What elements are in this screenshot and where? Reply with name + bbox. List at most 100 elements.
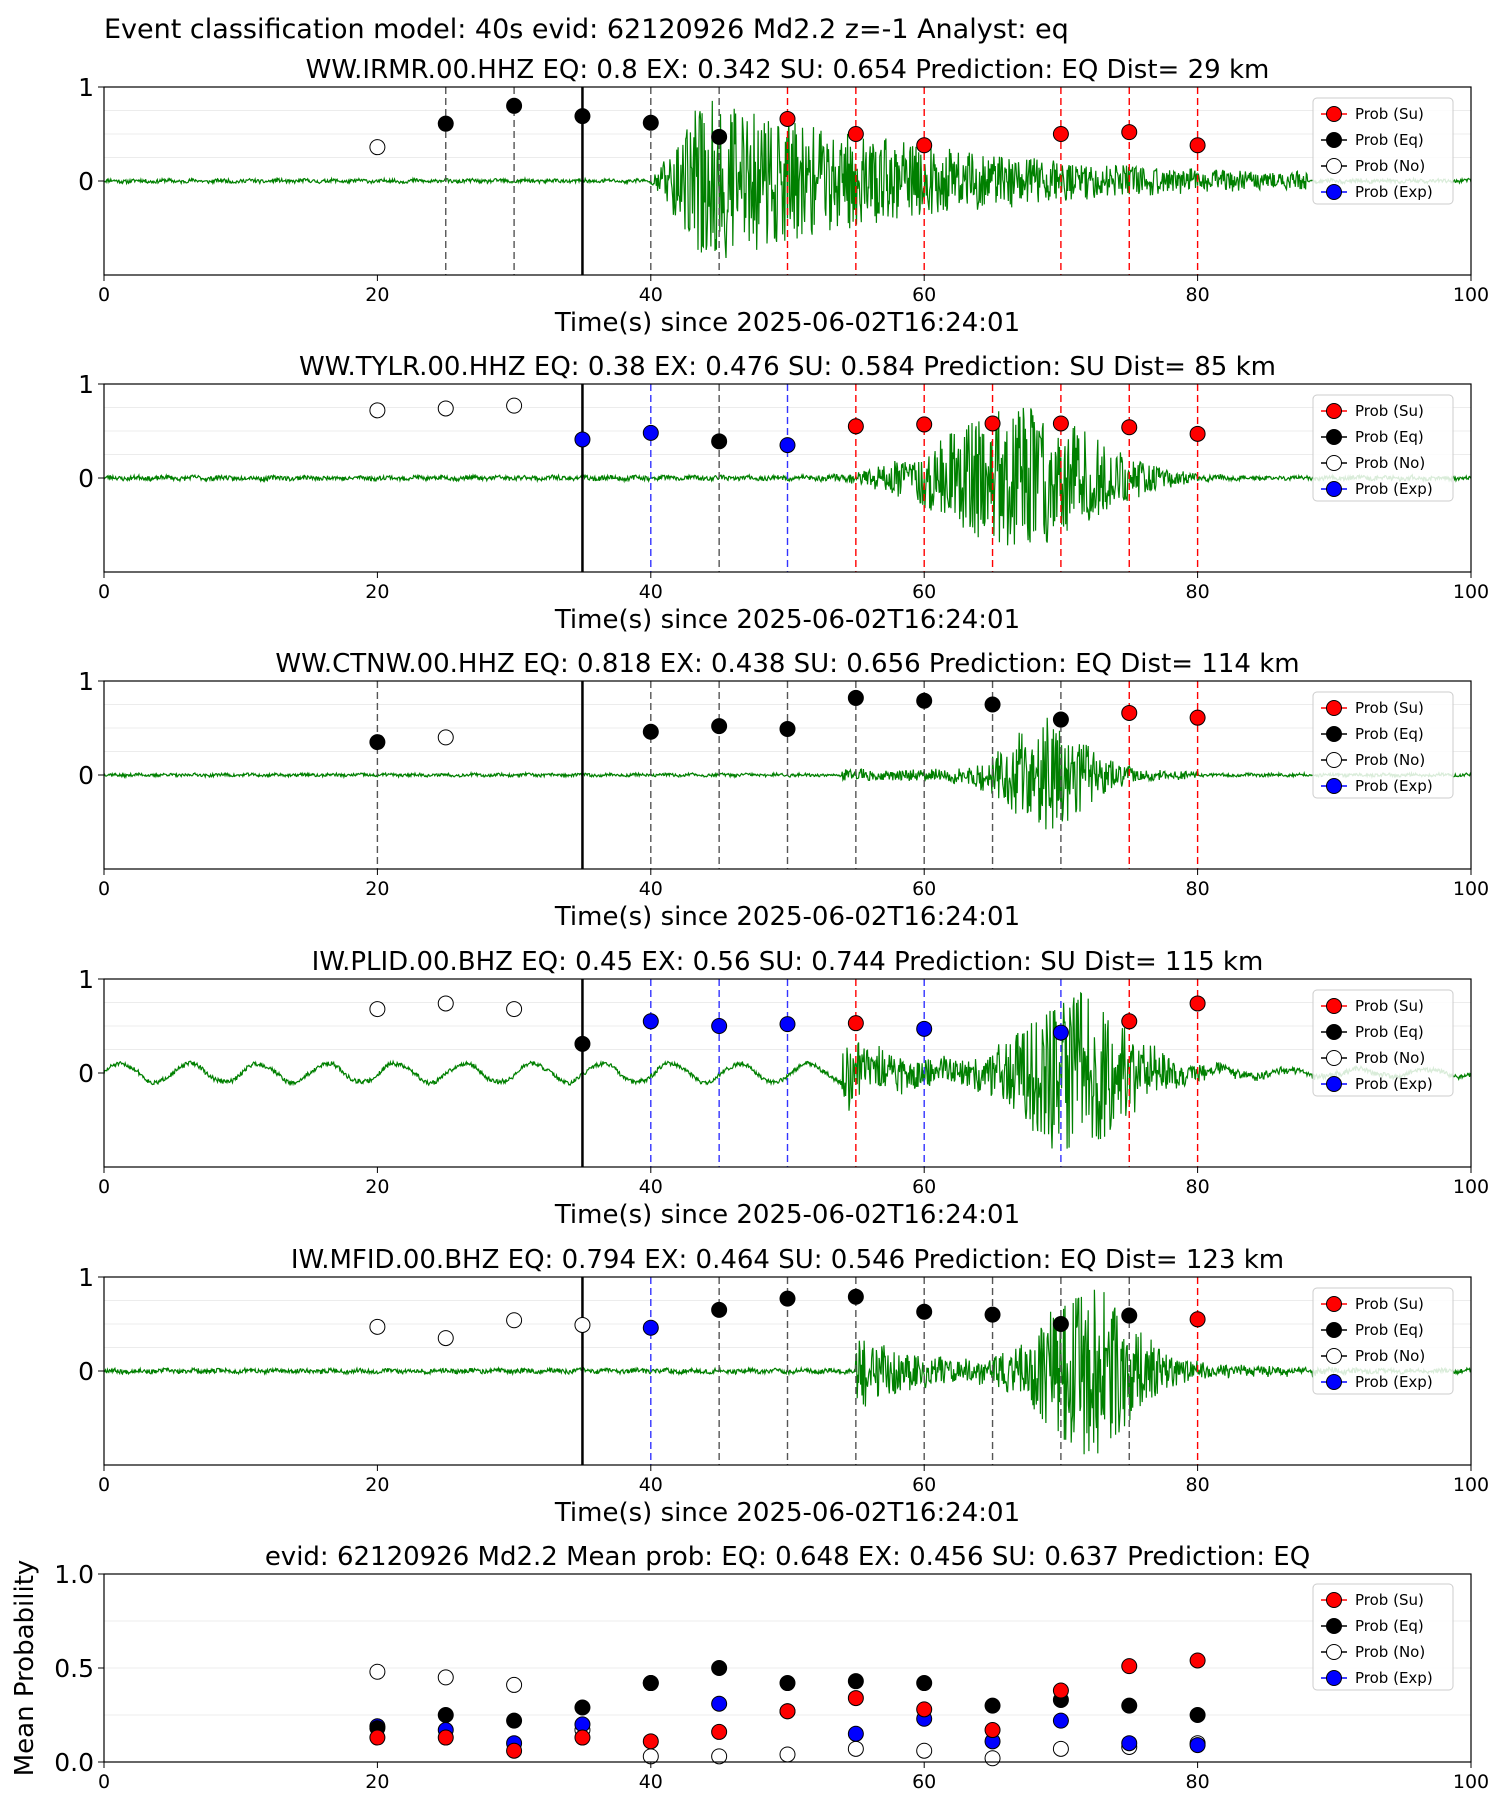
legend-marker-exp [1326,1670,1342,1686]
y-tick-label: 1 [78,73,94,102]
legend-box [1312,394,1454,502]
x-tick-label: 40 [639,284,663,306]
prob-point-no [437,729,454,746]
legend-label-eq: Prob (Eq) [1355,1617,1424,1635]
prob-point-eq [847,1288,864,1305]
panel-station-3: IW.PLID.00.BHZ EQ: 0.45 EX: 0.56 SU: 0.7… [78,947,1489,1230]
prob-point-no [506,1001,523,1018]
panel-title: WW.TYLR.00.HHZ EQ: 0.38 EX: 0.476 SU: 0.… [299,352,1276,382]
prob-point-no [574,1316,591,1333]
prob-point-su [779,110,796,127]
x-tick-label: 0 [98,1771,110,1793]
legend-marker-su [1326,700,1342,716]
prob-point-su [847,126,864,142]
mean-point-no [1052,1740,1069,1757]
x-tick-label: 40 [639,1474,663,1496]
legend-marker-exp [1326,778,1342,794]
mean-point-su [642,1733,659,1750]
x-tick-label: 80 [1186,284,1210,306]
mean-point-su [506,1742,523,1759]
legend-marker-exp [1326,1374,1342,1390]
legend-label-no: Prob (No) [1355,1347,1425,1365]
mean-point-no [711,1748,728,1765]
prob-point-su [1189,995,1206,1012]
y-tick-label: 1 [78,965,94,994]
prob-point-eq [779,720,796,737]
x-tick-label: 0 [98,1474,110,1496]
x-tick-label: 80 [1186,878,1210,900]
x-tick-label: 40 [639,1176,663,1198]
panel-title: evid: 62120926 Md2.2 Mean prob: EQ: 0.64… [265,1542,1310,1572]
legend-marker-su [1326,403,1342,419]
x-tick-label: 20 [365,1771,389,1793]
prob-point-eq [916,692,933,709]
waveform-trace [104,407,1471,546]
legend-label-no: Prob (No) [1355,454,1425,472]
panel-title: WW.IRMR.00.HHZ EQ: 0.8 EX: 0.342 SU: 0.6… [306,55,1270,85]
legend-label-no: Prob (No) [1355,1643,1425,1661]
legend-label-eq: Prob (Eq) [1355,725,1424,743]
prob-point-su [1189,425,1206,442]
legend-label-su: Prob (Su) [1355,402,1424,420]
legend-marker-su [1326,1592,1342,1608]
prob-point-no [437,995,454,1012]
prob-point-eq [574,108,591,125]
legend-box [1312,1583,1454,1691]
x-axis-label: Time(s) since 2025-06-02T16:24:01 [554,605,1020,635]
prob-point-eq [711,1301,728,1318]
mean-point-no [847,1740,864,1757]
prob-point-eq [984,1306,1001,1323]
mean-point-su [369,1729,386,1746]
legend-label-exp: Prob (Exp) [1355,1669,1433,1687]
legend-label-eq: Prob (Eq) [1355,1321,1424,1339]
prob-point-exp [642,424,659,441]
prob-point-su [1121,704,1138,721]
prob-point-no [369,139,386,156]
waveform-trace [104,100,1471,259]
x-tick-label: 60 [912,1474,936,1496]
x-tick-label: 60 [912,1176,936,1198]
x-tick-label: 0 [98,284,110,306]
prob-point-exp [1052,1024,1069,1041]
legend-label-eq: Prob (Eq) [1355,428,1424,446]
prob-point-eq [711,128,728,145]
legend-box [1312,989,1454,1097]
prob-point-no [369,1001,386,1018]
mean-point-exp [847,1725,864,1742]
x-tick-label: 0 [98,878,110,900]
x-axis-label: Time(s) since 2025-06-02T16:24:01 [554,1200,1020,1230]
legend-box [1312,1287,1454,1395]
prob-point-eq [916,1303,933,1320]
prob-point-su [1121,419,1138,436]
x-tick-label: 100 [1453,1771,1489,1793]
mean-point-eq [916,1675,933,1692]
y-tick-label: 0 [78,1357,94,1386]
prob-point-eq [369,734,386,751]
y-tick-label: 1 [78,667,94,696]
x-tick-label: 0 [98,581,110,603]
panel-title: WW.CTNW.00.HHZ EQ: 0.818 EX: 0.438 SU: 0… [275,649,1299,679]
mean-point-su [1052,1682,1069,1699]
figure-title: Event classification model: 40s evid: 62… [104,14,1069,45]
prob-point-no [437,1330,454,1347]
prob-point-no [369,1318,386,1335]
x-tick-label: 20 [365,878,389,900]
x-tick-label: 80 [1186,1176,1210,1198]
mean-point-eq [574,1699,591,1716]
mean-point-eq [711,1660,728,1676]
prob-point-su [916,416,933,433]
prob-point-su [916,137,933,154]
legend-label-no: Prob (No) [1355,157,1425,175]
prob-point-eq [847,689,864,706]
prob-point-eq [642,114,659,131]
y-tick-label: 1.0 [54,1560,94,1589]
prob-point-exp [642,1319,659,1336]
legend-marker-exp [1326,184,1342,200]
legend-label-no: Prob (No) [1355,1049,1425,1067]
y-axis-label: Mean Probability [10,1560,40,1777]
legend-label-exp: Prob (Exp) [1355,1075,1433,1093]
x-tick-label: 40 [639,581,663,603]
mean-point-exp [1121,1735,1138,1752]
legend-label-su: Prob (Su) [1355,699,1424,717]
